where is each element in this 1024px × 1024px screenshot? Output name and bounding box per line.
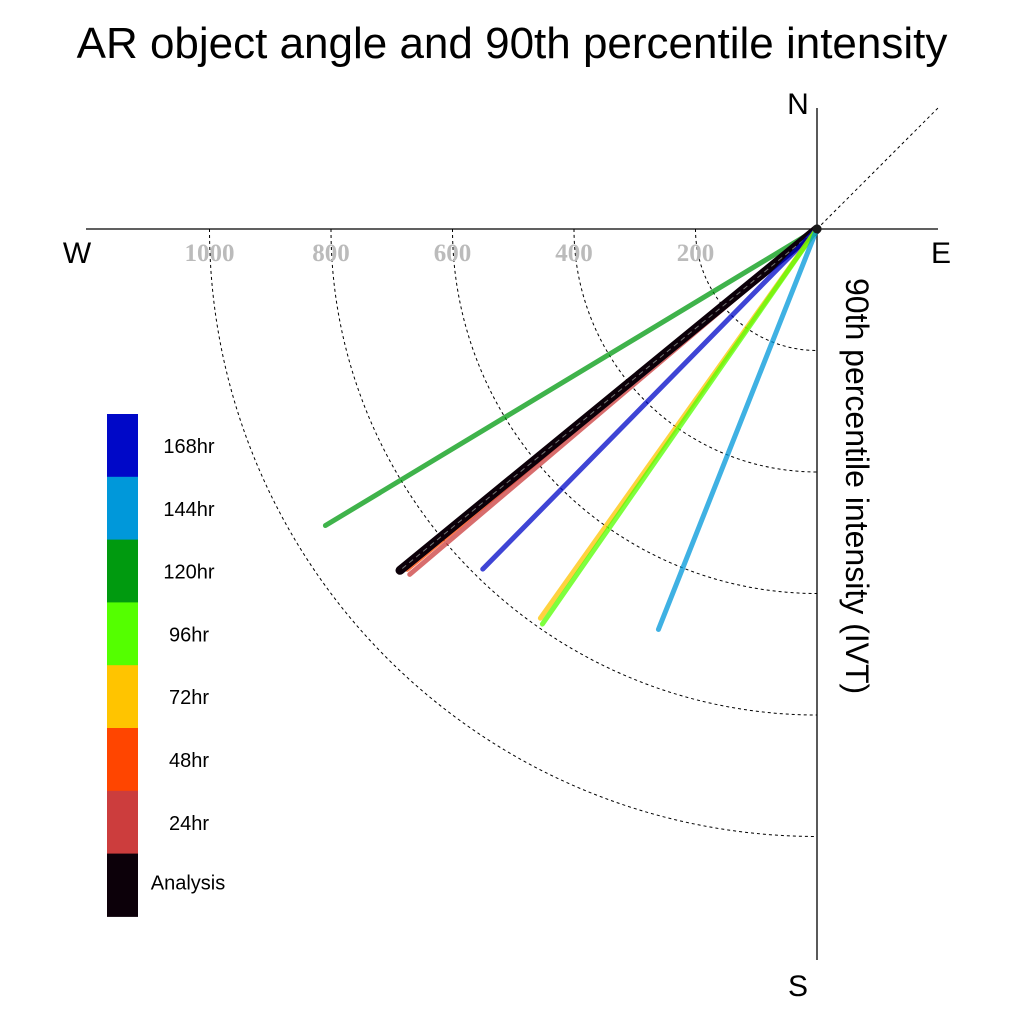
legend-label: 24hr <box>169 813 209 835</box>
legend-label: 144hr <box>163 499 214 521</box>
compass-north-label: N <box>787 88 809 121</box>
legend-label: 96hr <box>169 624 209 646</box>
legend-label: 48hr <box>169 750 209 772</box>
vector-96hr <box>539 226 820 627</box>
legend-swatch <box>107 414 138 478</box>
radial-ring <box>695 228 818 351</box>
compass-west-label: W <box>63 237 92 270</box>
legend: 168hr 144hr 120hr 96hr 72hr 48hr 24hr Analysis <box>107 414 225 917</box>
radial-tick-label: 600 <box>434 240 472 267</box>
legend-swatch <box>107 539 138 603</box>
legend-swatch <box>107 790 138 855</box>
intensity-vectors <box>322 224 822 632</box>
legend-swatch <box>107 476 138 541</box>
radial-tick-label: 400 <box>555 240 593 267</box>
radial-ring <box>573 228 818 473</box>
radial-axis-label: 90th percentile intensity (IVT) <box>839 278 875 694</box>
radial-tick-label: 800 <box>312 240 350 267</box>
radial-ring <box>209 228 818 837</box>
vector-168hr <box>480 226 820 572</box>
legend-label: Analysis <box>151 873 225 895</box>
radial-ring <box>330 228 818 716</box>
vector-144hr <box>655 226 820 632</box>
vector-120hr <box>322 226 820 529</box>
northeast-diagonal <box>816 105 941 230</box>
origin-point <box>812 224 822 234</box>
legend-label: 168hr <box>163 436 214 458</box>
radial-tick-label: 200 <box>677 240 715 267</box>
compass-south-label: S <box>788 970 808 1003</box>
legend-label: 72hr <box>169 687 209 709</box>
radial-tick-label: 1000 <box>185 240 235 267</box>
radial-grid <box>209 228 818 837</box>
legend-swatch <box>107 602 138 666</box>
legend-swatch <box>107 728 138 792</box>
legend-label: 120hr <box>163 562 214 584</box>
legend-swatch <box>107 853 138 917</box>
radial-tick-labels: 200 400 600 800 1000 <box>185 240 715 267</box>
vector-analysis <box>395 224 822 575</box>
legend-swatch <box>107 665 138 729</box>
chart-title: AR object angle and 90th percentile inte… <box>77 19 948 68</box>
radial-ring <box>452 228 818 594</box>
compass-east-label: E <box>931 237 951 270</box>
